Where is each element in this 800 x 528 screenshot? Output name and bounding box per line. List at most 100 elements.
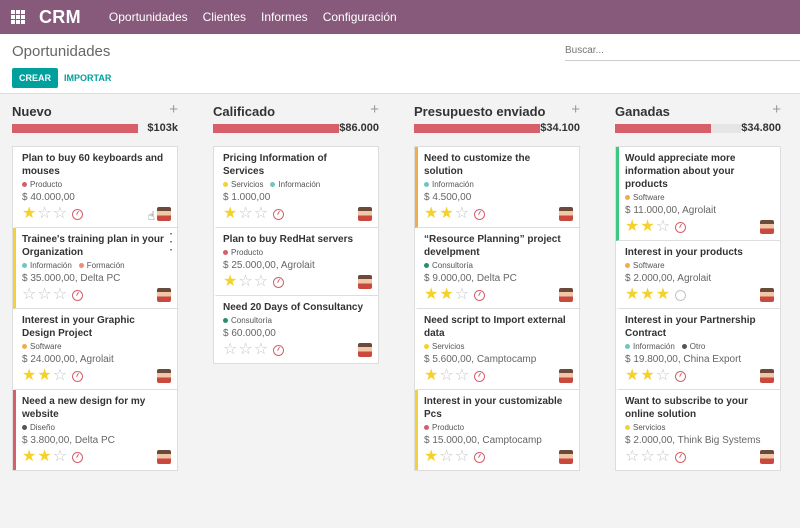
priority-star-icon[interactable]: ★ — [223, 205, 238, 222]
priority-star-icon[interactable]: ★ — [37, 448, 52, 465]
priority-star-icon[interactable]: ★ — [424, 286, 439, 303]
priority-star-icon[interactable]: ★ — [424, 448, 439, 465]
opportunity-card[interactable]: Interest in your Graphic Design Project … — [13, 309, 177, 390]
priority-star-icon[interactable]: ★ — [625, 286, 640, 303]
app-title[interactable]: CRM — [39, 6, 81, 27]
priority-star-icon[interactable]: ★ — [22, 205, 37, 222]
priority-star-icon[interactable]: ☆ — [37, 205, 52, 222]
opportunity-card[interactable]: Pricing Information of Services Servicio… — [214, 147, 378, 228]
priority-star-icon[interactable]: ☆ — [640, 448, 655, 465]
priority-star-icon[interactable]: ★ — [640, 286, 655, 303]
priority-star-icon[interactable]: ☆ — [223, 341, 238, 358]
opportunity-card[interactable]: Interest in your Partnership Contract In… — [616, 309, 780, 390]
opportunity-card[interactable]: Interest in your customizable Pcs Produc… — [415, 390, 579, 470]
activity-clock-icon[interactable] — [72, 289, 84, 301]
priority-star-icon[interactable]: ☆ — [238, 273, 253, 290]
apps-menu-icon[interactable] — [11, 10, 25, 24]
opportunity-card[interactable]: “Resource Planning” project develpment C… — [415, 228, 579, 309]
priority-star-icon[interactable]: ☆ — [454, 286, 470, 303]
priority-star-icon[interactable]: ☆ — [655, 448, 671, 465]
priority-star-icon[interactable]: ★ — [640, 218, 655, 235]
activity-clock-icon[interactable] — [72, 451, 84, 463]
progress-bar[interactable] — [615, 124, 741, 133]
priority-star-icon[interactable]: ☆ — [253, 205, 269, 222]
priority-star-icon[interactable]: ☆ — [655, 367, 671, 384]
opportunity-card[interactable]: Need to customize the solution Informaci… — [415, 147, 579, 228]
opportunity-card[interactable]: Need 20 Days of Consultancy Consultoría … — [214, 296, 378, 363]
activity-clock-icon[interactable] — [273, 208, 285, 220]
activity-clock-icon[interactable] — [474, 289, 486, 301]
priority-star-icon[interactable]: ☆ — [454, 448, 470, 465]
activity-clock-icon[interactable] — [675, 289, 687, 301]
priority-star-icon[interactable]: ★ — [655, 286, 671, 303]
activity-clock-icon[interactable] — [72, 208, 84, 220]
priority-star-icon[interactable]: ☆ — [439, 448, 454, 465]
card-tags: Software — [625, 261, 774, 270]
progress-bar[interactable] — [12, 124, 138, 133]
priority-star-icon[interactable]: ★ — [625, 218, 640, 235]
priority-star-icon[interactable]: ☆ — [52, 286, 68, 303]
priority-star-icon[interactable]: ☆ — [253, 341, 269, 358]
add-card-icon[interactable]: + — [169, 101, 178, 118]
priority-star-icon[interactable]: ★ — [37, 367, 52, 384]
create-button[interactable]: CREAR — [12, 68, 59, 88]
priority-star-icon[interactable]: ☆ — [655, 218, 671, 235]
card-footer: ★ ☆ ☆ — [223, 273, 372, 291]
opportunity-card[interactable]: Interest in your products Software $ 2.0… — [616, 241, 780, 309]
import-button[interactable]: IMPORTAR — [60, 68, 115, 88]
activity-clock-icon[interactable] — [474, 451, 486, 463]
opportunity-card[interactable]: Need script to Import external data Serv… — [415, 309, 579, 390]
priority-star-icon[interactable]: ☆ — [238, 205, 253, 222]
priority-star-icon[interactable]: ☆ — [22, 286, 37, 303]
priority-star-icon[interactable]: ☆ — [37, 286, 52, 303]
activity-clock-icon[interactable] — [675, 221, 687, 233]
opportunity-card[interactable]: Want to subscribe to your online solutio… — [616, 390, 780, 470]
menu-item-configuracion[interactable]: Configuración — [322, 10, 397, 24]
priority-star-icon[interactable]: ☆ — [454, 367, 470, 384]
progress-bar-fill — [414, 124, 540, 133]
menu-item-clientes[interactable]: Clientes — [202, 10, 246, 24]
tag-label: Información — [278, 180, 321, 189]
column-header: Calificado + — [213, 100, 379, 120]
search-input[interactable] — [565, 41, 800, 61]
priority-star-icon[interactable]: ☆ — [454, 205, 470, 222]
activity-clock-icon[interactable] — [273, 344, 285, 356]
opportunity-card[interactable]: Trainee's training plan in your Organiza… — [13, 228, 177, 309]
priority-star-icon[interactable]: ★ — [640, 367, 655, 384]
add-card-icon[interactable]: + — [772, 101, 781, 118]
activity-clock-icon[interactable] — [675, 451, 687, 463]
priority-star-icon[interactable]: ★ — [22, 448, 37, 465]
priority-star-icon[interactable]: ☆ — [238, 341, 253, 358]
activity-clock-icon[interactable] — [675, 370, 687, 382]
tag: Formación — [78, 261, 125, 270]
activity-clock-icon[interactable] — [474, 370, 486, 382]
priority-star-icon[interactable]: ☆ — [52, 367, 68, 384]
menu-item-informes[interactable]: Informes — [261, 10, 308, 24]
progress-bar[interactable] — [213, 124, 339, 133]
priority-star-icon[interactable]: ☆ — [253, 273, 269, 290]
activity-clock-icon[interactable] — [273, 276, 285, 288]
opportunity-card[interactable]: Plan to buy RedHat servers Producto $ 25… — [214, 228, 378, 296]
priority-star-icon[interactable]: ☆ — [52, 448, 68, 465]
priority-star-icon[interactable]: ★ — [424, 205, 439, 222]
activity-clock-icon[interactable] — [72, 370, 84, 382]
opportunity-card[interactable]: Plan to buy 60 keyboards and mouses Prod… — [13, 147, 177, 228]
priority-star-icon[interactable]: ★ — [625, 367, 640, 384]
priority-star-icon[interactable]: ★ — [22, 367, 37, 384]
priority-star-icon[interactable]: ☆ — [52, 205, 68, 222]
progress-bar[interactable] — [414, 124, 540, 133]
opportunity-card[interactable]: Need a new design for my website Diseño … — [13, 390, 177, 470]
priority-star-icon[interactable]: ★ — [439, 205, 454, 222]
menu-item-oportunidades[interactable]: Oportunidades — [108, 10, 188, 24]
opportunity-card[interactable]: Would appreciate more information about … — [616, 147, 780, 241]
activity-clock-icon[interactable] — [474, 208, 486, 220]
priority-star-icon[interactable]: ★ — [439, 286, 454, 303]
add-card-icon[interactable]: + — [571, 101, 580, 118]
priority-star-icon[interactable]: ★ — [424, 367, 439, 384]
priority-star-icon[interactable]: ☆ — [625, 448, 640, 465]
priority-star-icon[interactable]: ★ — [223, 273, 238, 290]
add-card-icon[interactable]: + — [370, 101, 379, 118]
priority-star-icon[interactable]: ☆ — [439, 367, 454, 384]
card-menu-icon[interactable]: · · · — [169, 229, 173, 256]
card-tags: Producto — [223, 248, 372, 257]
